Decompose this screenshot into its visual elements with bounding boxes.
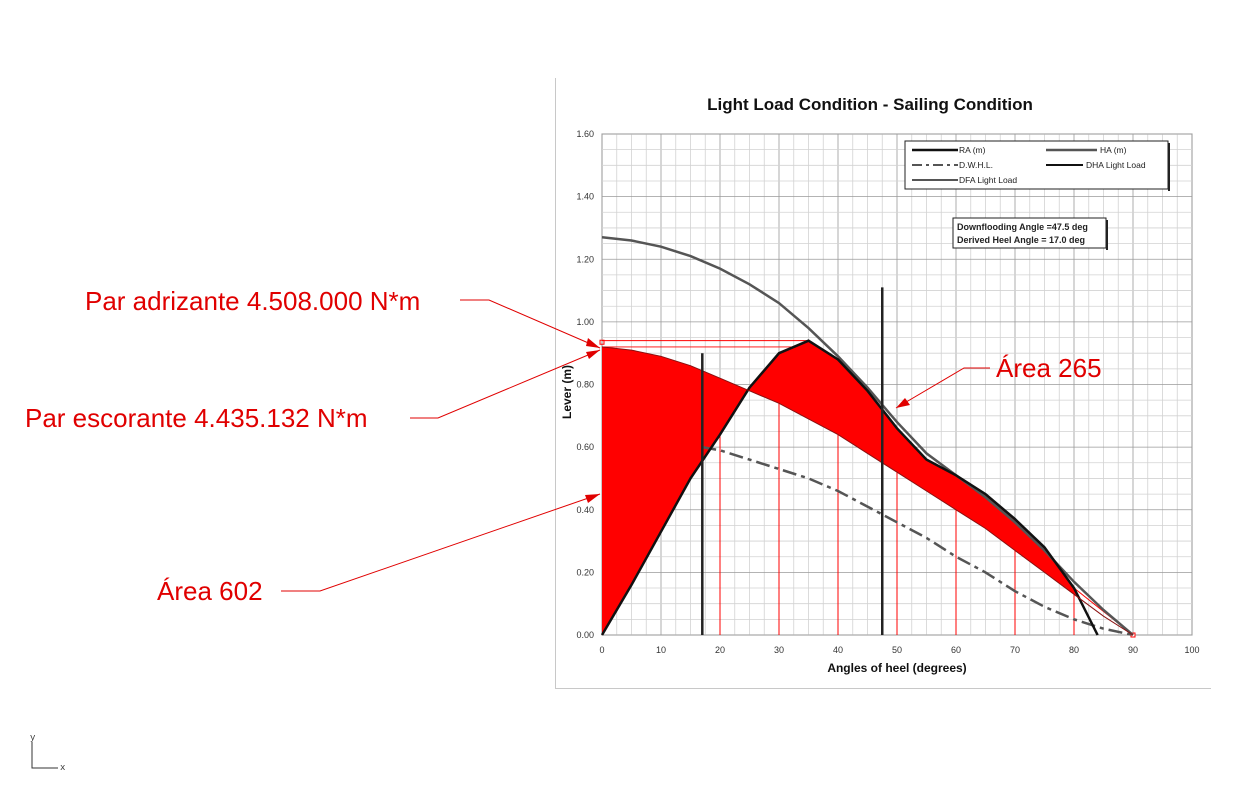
y-tick-label: 1.20 [576,254,594,264]
series-dwhl-line [702,445,1134,637]
callout-area-left-arrow [585,494,600,503]
x-tick-label: 20 [715,645,725,655]
legend-entry-ra: RA (m) [959,145,986,155]
axes-indicator-icon: y x [30,733,65,773]
x-tick-label: 40 [833,645,843,655]
area-fills [602,340,1080,635]
tick-labels: 0 10 20 30 40 50 60 70 80 90 100 0.00 0.20 0.40 0.60 0.… [576,129,1199,655]
y-tick-label: 0.80 [576,380,594,390]
y-tick-label: 1.60 [576,129,594,139]
x-axis-label: Angles of heel (degrees) [827,661,966,675]
y-tick-label: 0.00 [576,630,594,640]
x-tick-label: 10 [656,645,666,655]
x-tick-label: 80 [1069,645,1079,655]
x-tick-label: 90 [1128,645,1138,655]
series-heeling-line [601,346,1134,636]
downflooding-angle-note: Downflooding Angle =47.5 deg [957,222,1088,232]
legend-entry-dha: DHA Light Load [1086,160,1146,170]
callout-heeling-leader [410,349,601,419]
axes-indicator-y: y [30,733,36,743]
derived-heel-angle-note: Derived Heel Angle = 17.0 deg [957,235,1085,245]
legend-entry-dwhl: D.W.H.L. [959,160,993,170]
x-tick-label: 30 [774,645,784,655]
axes-indicator-x: x [60,763,65,773]
x-tick-label: 50 [892,645,902,655]
area-fill-right [748,340,1080,600]
level-marker [599,339,605,345]
series-lines [600,236,1134,637]
callout-area-right: Área 265 [996,353,1102,383]
callout-heeling-arrow [586,350,600,359]
callout-righting-arrow [586,338,600,348]
callout-heeling-moment: Par escorante 4.435.132 N*m [25,403,368,433]
red-verticals [599,339,1136,638]
legend: RA (m) HA (m) D.W.H.L. DHA Light Load DF… [904,140,1170,191]
series-ra-line [600,339,1099,636]
y-tick-label: 1.40 [576,192,594,202]
chart-title: Light Load Condition - Sailing Condition [707,95,1033,114]
callout-area-left: Área 602 [157,576,263,606]
y-tick-label: 0.40 [576,505,594,515]
callout-righting-leader [460,299,601,349]
angle-note-shadow [1106,220,1108,250]
y-tick-label: 0.60 [576,442,594,452]
legend-entry-dfa: DFA Light Load [959,175,1017,185]
series-ha-line [601,236,1134,636]
x-tick-label: 70 [1010,645,1020,655]
callouts: Par adrizante 4.508.000 N*m Par escorant… [25,286,1102,606]
y-axis-label: Lever (m) [560,365,574,419]
chart-frame [555,78,1211,689]
callout-area-right-arrow [896,398,910,408]
y-tick-label: 0.20 [576,567,594,577]
callout-righting-moment: Par adrizante 4.508.000 N*m [85,286,420,316]
callout-area-left-leader [281,493,601,592]
legend-entry-ha: HA (m) [1100,145,1127,155]
angle-note: Downflooding Angle =47.5 deg Derived Hee… [952,217,1108,250]
callout-area-right-leader [895,367,990,409]
x-tick-label: 100 [1184,645,1199,655]
area-fill-left [602,346,748,635]
x-tick-label: 0 [599,645,604,655]
legend-shadow [1168,143,1170,191]
axes-indicator-lines [31,742,58,769]
x-tick-label: 60 [951,645,961,655]
y-tick-label: 1.00 [576,317,594,327]
